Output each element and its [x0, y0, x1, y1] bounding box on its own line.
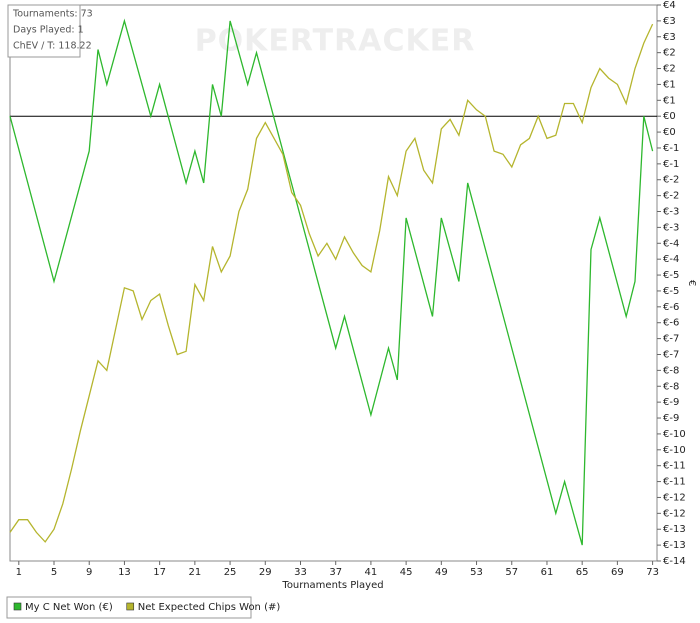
x-tick-label: 37 [329, 567, 342, 578]
y-tick-label: €-7 [663, 349, 679, 360]
x-tick-label: 17 [153, 567, 166, 578]
y-tick-label: €-11 [663, 477, 686, 488]
x-tick-label: 29 [259, 567, 272, 578]
x-tick-label: 1 [16, 567, 22, 578]
y-tick-label: €-10 [663, 429, 686, 440]
info-text: Days Played: 1 [13, 25, 84, 36]
x-tick-label: 25 [224, 567, 237, 578]
y-tick-label: €-5 [663, 270, 679, 281]
x-axis-title: Tournaments Played [281, 580, 383, 591]
y-tick-label: €-2 [663, 191, 679, 202]
x-tick-label: 53 [470, 567, 483, 578]
series-line [9, 23, 654, 543]
y-tick-label: €1 [663, 79, 676, 90]
y-tick-label: €-3 [663, 207, 679, 218]
x-tick-label: 13 [118, 567, 131, 578]
y-tick-label: €-3 [663, 222, 679, 233]
legend-swatch [126, 602, 135, 611]
y-tick-label: €-13 [663, 524, 686, 535]
y-tick-label: €-6 [663, 318, 679, 329]
info-text: ChEV / T: 118.22 [13, 41, 92, 52]
x-tick-label: 49 [435, 567, 448, 578]
y-tick-label: €-1 [663, 143, 679, 154]
x-tick-label: 9 [86, 567, 92, 578]
x-tick-label: 73 [646, 567, 659, 578]
legend-label: My C Net Won (€) [25, 602, 113, 613]
y-tick-label: €0 [663, 127, 676, 138]
y-tick-label: €-4 [663, 238, 679, 249]
x-tick-label: 45 [400, 567, 413, 578]
y-axis-title: € [686, 280, 697, 286]
y-tick-label: €-5 [663, 286, 679, 297]
y-tick-label: €3 [663, 32, 676, 43]
y-tick-label: €-1 [663, 159, 679, 170]
plot-area [9, 4, 658, 562]
y-tick-label: €-8 [663, 365, 679, 376]
y-tick-label: €-8 [663, 381, 679, 392]
y-tick-label: €-2 [663, 175, 679, 186]
y-tick-label: €2 [663, 64, 676, 75]
x-tick-label: 21 [188, 567, 201, 578]
y-tick-label: €-6 [663, 302, 679, 313]
y-tick-label: €-9 [663, 413, 679, 424]
x-tick-label: 33 [294, 567, 307, 578]
y-tick-label: €3 [663, 16, 676, 27]
series-line [9, 18, 654, 546]
x-tick-label: 61 [541, 567, 554, 578]
legend-swatch [13, 602, 22, 611]
x-tick-label: 69 [611, 567, 624, 578]
x-tick-label: 41 [365, 567, 378, 578]
x-tick-label: 65 [576, 567, 589, 578]
watermark: POKERTRACKER [195, 24, 476, 59]
y-tick-label: €-9 [663, 397, 679, 408]
y-tick-label: €-7 [663, 334, 679, 345]
y-tick-label: €2 [663, 48, 676, 59]
y-tick-label: €-14 [663, 556, 686, 567]
y-tick-label: €-13 [663, 540, 686, 551]
y-tick-label: €-11 [663, 461, 686, 472]
y-tick-label: €0 [663, 111, 676, 122]
y-tick-label: €1 [663, 95, 676, 106]
info-text: Tournaments: 73 [12, 9, 93, 20]
y-tick-label: €-12 [663, 508, 686, 519]
info-box [7, 4, 81, 58]
y-tick-label: €4 [663, 0, 676, 11]
x-tick-label: 5 [51, 567, 57, 578]
y-tick-label: €-10 [663, 445, 686, 456]
legend-label: Net Expected Chips Won (#) [138, 602, 281, 613]
x-tick-label: 57 [505, 567, 518, 578]
y-tick-label: €-4 [663, 254, 679, 265]
y-tick-label: €-12 [663, 492, 686, 503]
